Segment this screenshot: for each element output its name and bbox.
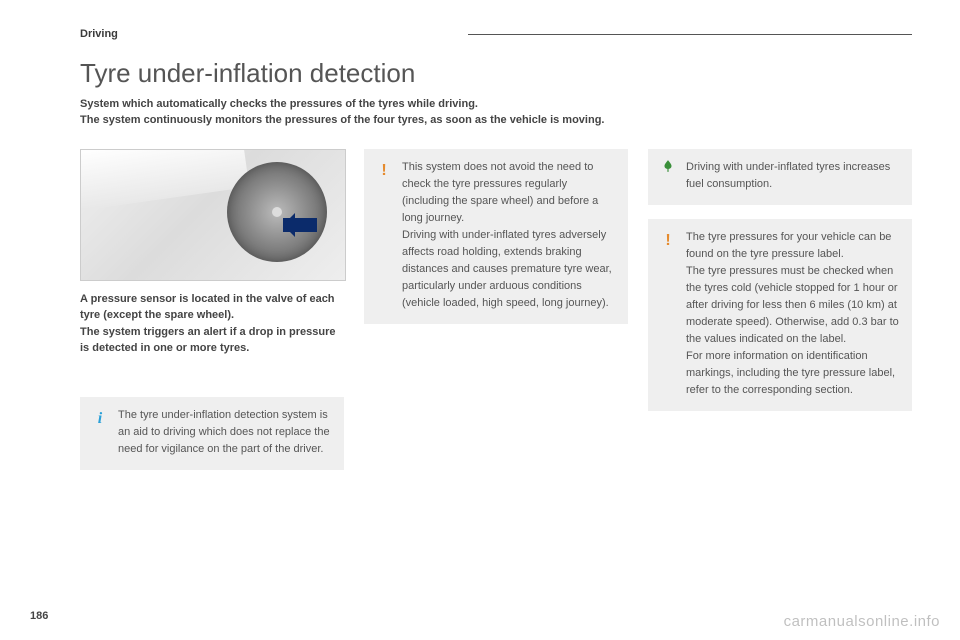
header-rule bbox=[468, 34, 912, 35]
car-body-panel bbox=[80, 149, 249, 213]
warning-note-2-text: The tyre pressures for your vehicle can … bbox=[686, 229, 900, 399]
column-middle: ! This system does not avoid the need to… bbox=[364, 149, 628, 484]
tyre-sensor-figure bbox=[80, 149, 346, 281]
warning-note-1: ! This system does not avoid the need to… bbox=[364, 149, 628, 324]
warning-note-1-text: This system does not avoid the need to c… bbox=[402, 159, 616, 312]
warning-icon: ! bbox=[660, 229, 676, 399]
section-label: Driving bbox=[80, 28, 118, 40]
wheel-illustration bbox=[227, 162, 327, 262]
column-left: A pressure sensor is located in the valv… bbox=[80, 149, 344, 484]
lead-paragraph: System which automatically checks the pr… bbox=[80, 97, 840, 129]
page-title: Tyre under-inflation detection bbox=[80, 58, 912, 89]
pointer-arrow-icon bbox=[283, 218, 317, 232]
column-right: Driving with under-inflated tyres increa… bbox=[648, 149, 912, 484]
info-note: i The tyre under-inflation detection sys… bbox=[80, 397, 344, 470]
tree-icon bbox=[660, 159, 676, 193]
manual-page: Driving Tyre under-inflation detection S… bbox=[0, 0, 960, 640]
warning-note-2: ! The tyre pressures for your vehicle ca… bbox=[648, 219, 912, 411]
page-header: Driving bbox=[80, 28, 912, 40]
figure-caption: A pressure sensor is located in the valv… bbox=[80, 291, 344, 357]
watermark: carmanualsonline.info bbox=[784, 613, 940, 630]
eco-note: Driving with under-inflated tyres increa… bbox=[648, 149, 912, 205]
info-note-text: The tyre under-inflation detection syste… bbox=[118, 407, 332, 458]
warning-icon: ! bbox=[376, 159, 392, 312]
info-icon: i bbox=[92, 407, 108, 458]
eco-note-text: Driving with under-inflated tyres increa… bbox=[686, 159, 900, 193]
content-columns: A pressure sensor is located in the valv… bbox=[80, 149, 912, 484]
page-number: 186 bbox=[30, 610, 48, 622]
